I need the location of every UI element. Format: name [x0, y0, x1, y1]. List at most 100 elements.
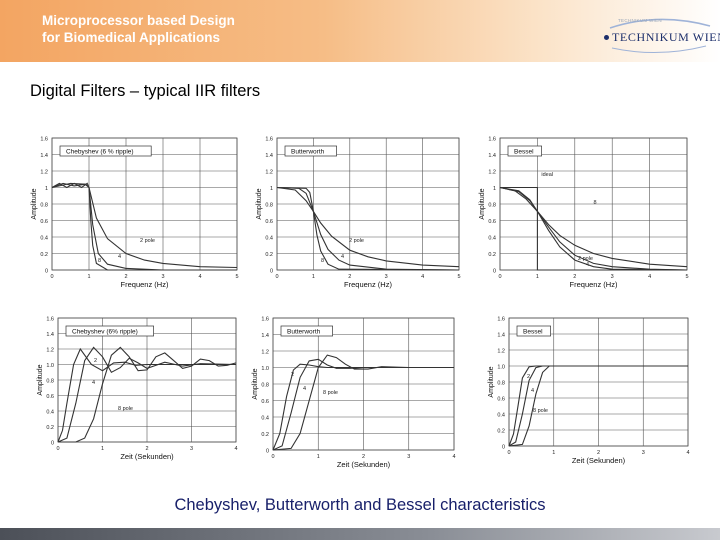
chart-title: Bessel	[523, 328, 543, 335]
y-tick-label: 0.4	[46, 410, 54, 416]
series-line-2-pole	[499, 186, 688, 268]
series-label: 8	[98, 258, 101, 264]
y-tick-label: 0.6	[46, 394, 54, 400]
y-tick-label: 1.2	[46, 348, 54, 354]
series-label: 2	[291, 372, 294, 378]
y-tick-label: 0.2	[40, 252, 48, 258]
logo-arc-icon	[609, 18, 711, 53]
x-tick-label: 5	[685, 274, 688, 280]
y-tick-label: 1.4	[497, 333, 505, 339]
series-label: 8 pole	[118, 406, 133, 412]
y-tick-label: 0.6	[488, 219, 496, 225]
x-tick-label: 4	[198, 274, 201, 280]
series-label: 2	[94, 358, 97, 364]
y-tick-label: 1.2	[497, 349, 505, 355]
chart-panel-3: 0 0.2 0.4 0.6 0.8 1 1.2 1.4 1.6 0 1 2 3 4 5 ideal 2 pole…	[479, 137, 689, 290]
series-label: ideal	[541, 172, 553, 178]
x-tick-label: 0	[498, 274, 501, 280]
chart-title: Chebyshev (6% ripple)	[72, 328, 138, 335]
y-tick-label: 1.4	[40, 153, 48, 159]
y-tick-label: 1.6	[40, 137, 48, 143]
y-tick-label: 0	[51, 441, 54, 447]
x-tick-label: 2	[597, 450, 600, 456]
y-tick-label: 0	[266, 449, 269, 455]
x-tick-label: 4	[452, 454, 455, 460]
course-title: Microprocessor based Design for Biomedic…	[42, 12, 235, 46]
course-title-line1: Microprocessor based Design	[42, 13, 235, 28]
y-tick-label: 0.8	[497, 381, 505, 387]
y-tick-label: 1.2	[265, 170, 273, 176]
y-tick-label: 1	[493, 186, 496, 192]
y-tick-label: 1.2	[261, 350, 269, 356]
series-label: 4	[118, 254, 121, 260]
series-label: 2 pole	[349, 238, 364, 244]
x-tick-label: 1	[552, 450, 555, 456]
x-axis-label: Frequenz (Hz)	[344, 280, 392, 289]
footer-bar	[0, 528, 720, 540]
x-tick-label: 4	[234, 446, 237, 452]
y-tick-label: 0.4	[261, 416, 269, 422]
series-line-2	[57, 347, 236, 443]
x-tick-label: 4	[421, 274, 424, 280]
y-tick-label: 0.8	[261, 383, 269, 389]
chart-title-box	[65, 325, 154, 337]
series-label: 8	[321, 258, 324, 264]
x-tick-label: 3	[385, 274, 388, 280]
y-tick-label: 0.6	[265, 219, 273, 225]
series-line-8	[276, 186, 460, 271]
series-line-8-pole	[272, 354, 454, 451]
chart-title-box	[516, 325, 551, 337]
series-line-8-pole	[58, 346, 237, 443]
x-tick-label: 2	[145, 446, 148, 452]
x-axis-label: Zeit (Sekunden)	[337, 460, 391, 469]
chart-title: Butterworth	[287, 328, 321, 335]
y-tick-label: 1	[45, 186, 48, 192]
chart-title-box	[59, 145, 152, 157]
y-tick-label: 1.4	[488, 153, 496, 159]
series-line-2-pole	[51, 182, 238, 269]
y-tick-label: 0.6	[497, 397, 505, 403]
y-tick-label: 1.0	[497, 365, 505, 371]
chart-title: Chebyshev (6 % ripple)	[66, 148, 134, 155]
x-tick-label: 0	[275, 274, 278, 280]
y-tick-label: 1.6	[46, 317, 54, 323]
y-tick-label: 1	[270, 186, 273, 192]
y-axis-label: Amplitude	[479, 188, 486, 219]
y-tick-label: 0.8	[40, 203, 48, 209]
x-tick-label: 2	[124, 274, 127, 280]
y-axis-label: Amplitude	[252, 368, 259, 399]
x-tick-label: 1	[317, 454, 320, 460]
chart-panel-6: 0 0.2 0.4 0.6 0.8 1.0 1.2 1.4 1.6 0 1 2 3 4 2 4 8 pole Be…	[488, 317, 690, 466]
series-line-4	[276, 186, 460, 271]
y-axis-label: Amplitude	[31, 188, 38, 219]
chart-panel-2: 0 0.2 0.4 0.6 0.8 1 1.2 1.4 1.6 0 1 2 3 4 5 2 pole 4 8 But…	[256, 137, 461, 290]
x-tick-label: 0	[507, 450, 510, 456]
series-label: 8	[594, 200, 597, 206]
y-tick-label: 0.2	[497, 429, 505, 435]
series-label: 2 pole	[140, 238, 155, 244]
x-tick-label: 4	[648, 274, 651, 280]
x-tick-label: 3	[642, 450, 645, 456]
series-line-8	[51, 182, 237, 271]
y-tick-label: 1.4	[261, 333, 269, 339]
x-tick-label: 2	[348, 274, 351, 280]
chart-panel-1: 0 0.2 0.4 0.6 0.8 1 1.2 1.4 1.6 0 1 2 3 4 5 2 pole 4 8 Che…	[31, 137, 239, 290]
slide-heading: Digital Filters – typical IIR filters	[30, 82, 261, 100]
chart-title-box	[284, 145, 337, 157]
x-tick-label: 0	[56, 446, 59, 452]
x-tick-label: 3	[407, 454, 410, 460]
x-axis-label: Frequenz (Hz)	[570, 280, 618, 289]
y-tick-label: 1.6	[488, 137, 496, 143]
y-tick-label: 1.2	[488, 170, 496, 176]
y-tick-label: 1.6	[497, 317, 505, 323]
series-line-8-pole	[508, 365, 688, 447]
series-line-8	[499, 186, 688, 271]
y-tick-label: 0.8	[265, 203, 273, 209]
y-tick-label: 0.2	[488, 252, 496, 258]
y-tick-label: 1.6	[261, 317, 269, 323]
logo-text: TECHNIKUM WIEN	[612, 30, 720, 44]
y-tick-label: 1.0	[261, 366, 269, 372]
series-label: 2	[527, 374, 530, 380]
x-axis-label: Zeit (Sekunden)	[572, 456, 626, 465]
chart-panel-4: 0 0.2 0.4 0.6 0.8 1.0 1.2 1.4 1.6 0 1 2 3 4 2 4 8 pole Ch…	[37, 317, 238, 462]
